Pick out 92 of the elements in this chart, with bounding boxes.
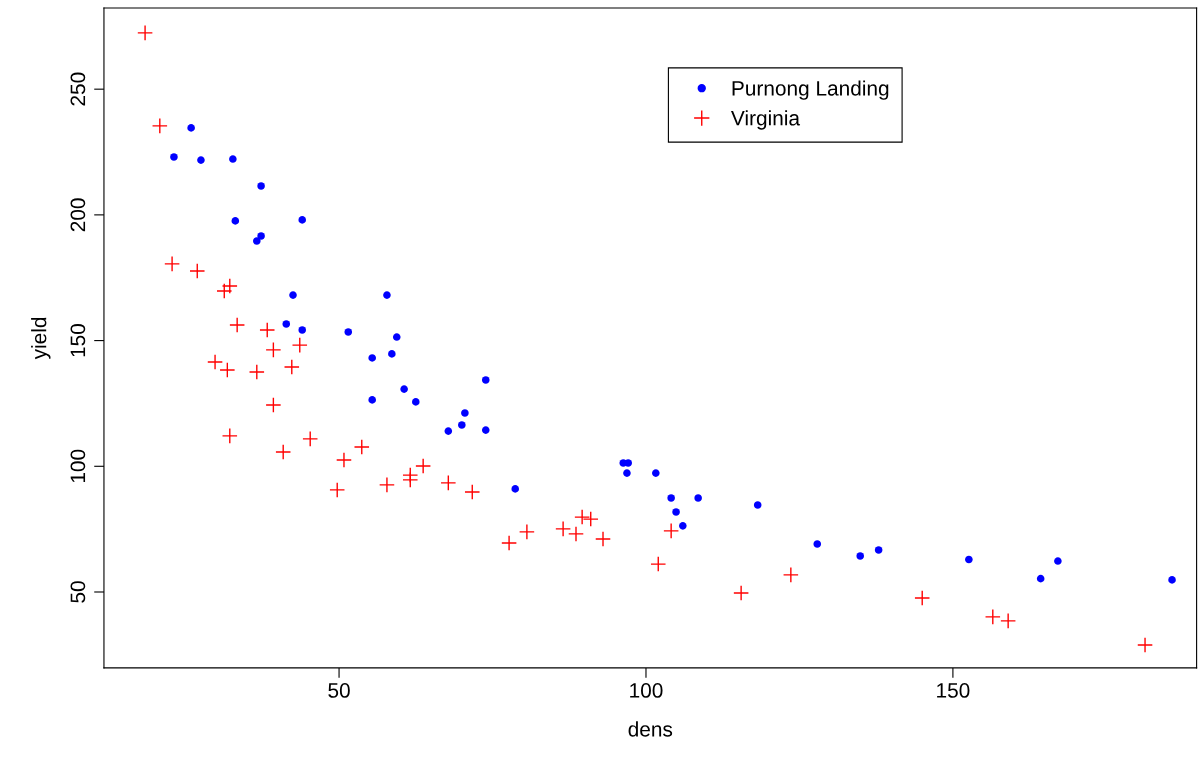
point — [415, 458, 432, 475]
point — [137, 24, 154, 41]
point — [672, 508, 680, 516]
point — [289, 291, 297, 299]
point — [229, 317, 246, 333]
point — [400, 385, 408, 393]
point — [623, 469, 631, 477]
x-tick-label: 150 — [937, 683, 970, 698]
point — [368, 396, 377, 404]
point — [458, 421, 466, 429]
point — [481, 376, 490, 384]
point — [440, 474, 457, 491]
point — [265, 396, 282, 413]
point — [253, 237, 261, 245]
point — [782, 566, 799, 583]
point — [856, 552, 865, 560]
point — [813, 540, 822, 548]
point — [335, 452, 352, 468]
point — [275, 443, 292, 460]
y-axis-title: yield — [31, 317, 51, 360]
point — [444, 427, 453, 435]
point — [189, 262, 206, 279]
point — [1137, 637, 1154, 654]
point — [368, 354, 377, 362]
point — [753, 501, 762, 509]
point — [984, 608, 1001, 625]
point — [965, 555, 973, 564]
point — [229, 155, 237, 163]
y-tick-label: 150 — [70, 324, 86, 357]
point — [555, 520, 572, 537]
point — [511, 485, 520, 493]
point — [914, 590, 931, 607]
point — [652, 469, 660, 477]
y-tick-label: 250 — [70, 72, 86, 106]
point — [257, 182, 265, 190]
point — [733, 585, 750, 601]
point — [518, 523, 535, 540]
point — [667, 494, 675, 502]
point — [663, 522, 680, 539]
point — [221, 427, 238, 444]
point — [219, 362, 236, 378]
point — [151, 117, 168, 134]
point — [402, 471, 419, 488]
point — [1168, 576, 1176, 584]
point — [501, 534, 518, 551]
point — [344, 328, 353, 336]
point — [582, 511, 599, 528]
point — [650, 556, 667, 573]
point — [283, 359, 300, 375]
point — [1054, 557, 1062, 565]
point — [679, 522, 687, 530]
point — [595, 530, 611, 547]
y-tick-label: 100 — [70, 449, 86, 483]
point — [259, 322, 276, 339]
legend-label: Virginia — [731, 110, 801, 130]
point — [1000, 612, 1017, 629]
point — [378, 476, 395, 493]
point — [392, 333, 401, 341]
point — [388, 350, 396, 358]
point — [383, 291, 391, 299]
point — [257, 232, 265, 240]
y-tick-label: 50 — [70, 581, 86, 603]
point — [1036, 574, 1045, 583]
point — [302, 430, 319, 447]
point — [481, 426, 490, 434]
point — [574, 509, 591, 526]
point — [291, 337, 308, 354]
point — [207, 353, 224, 370]
point — [187, 124, 195, 132]
point — [164, 255, 181, 272]
x-tick-label: 50 — [328, 683, 350, 698]
point — [461, 409, 469, 417]
point — [170, 153, 178, 161]
point — [624, 459, 632, 467]
point — [282, 320, 291, 328]
point — [464, 483, 481, 500]
x-tick-label: 100 — [630, 683, 663, 698]
point — [411, 398, 420, 406]
point — [231, 217, 240, 225]
legend-label: Purnong Landing — [732, 80, 889, 100]
point — [329, 481, 346, 498]
point — [353, 438, 370, 455]
x-axis-title: dens — [628, 721, 673, 737]
point — [694, 494, 702, 502]
point — [265, 341, 282, 358]
y-tick-label: 200 — [70, 198, 86, 232]
point — [197, 156, 205, 164]
point — [874, 546, 883, 554]
point — [568, 525, 584, 542]
point — [298, 216, 307, 224]
point — [248, 364, 265, 380]
point — [298, 326, 307, 334]
